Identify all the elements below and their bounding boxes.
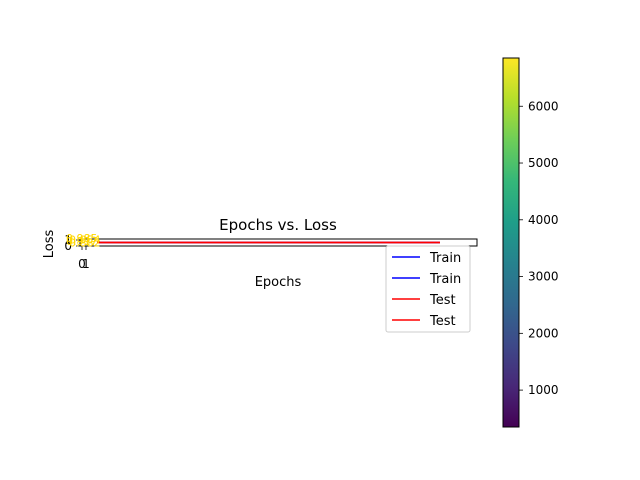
data-label: 0.882 xyxy=(69,237,101,250)
legend-entry: Train xyxy=(392,251,461,266)
y-axis-label: Loss xyxy=(42,230,57,259)
legend-entry: Test xyxy=(392,293,456,308)
chart-title: Epochs vs. Loss xyxy=(219,216,337,234)
legend-label: Train xyxy=(429,272,461,287)
data-label: 0.917 xyxy=(66,235,98,248)
axes-frame xyxy=(79,238,478,247)
legend-label: Test xyxy=(429,314,456,329)
legend-box xyxy=(385,245,471,333)
legend: Train Train Test Test xyxy=(385,245,471,333)
legend-entry: Test xyxy=(392,314,456,329)
legend-label: Test xyxy=(429,293,456,308)
data-label: 0.954 xyxy=(69,234,101,247)
colorbar-tick-label: 5000 xyxy=(528,156,559,170)
colorbar: 1000 2000 3000 4000 5000 6000 xyxy=(502,57,559,428)
x-tick-label: 0 xyxy=(78,257,86,271)
data-label: 0.985 xyxy=(66,232,98,245)
x-axis-label: Epochs xyxy=(255,275,302,290)
colorbar-tick-label: 6000 xyxy=(528,99,559,113)
y-tick-label: 0 xyxy=(64,239,72,253)
colorbar-gradient xyxy=(502,57,520,428)
legend-label: Train xyxy=(429,251,461,266)
colorbar-tick-label: 4000 xyxy=(528,213,559,227)
legend-entry: Train xyxy=(392,272,461,287)
colorbar-tick-label: 2000 xyxy=(528,326,559,340)
y-tick-label: 1 xyxy=(64,233,72,247)
x-tick-label: 1 xyxy=(82,257,90,271)
colorbar-tick-label: 3000 xyxy=(528,270,559,284)
colorbar-tick-label: 1000 xyxy=(528,383,559,397)
